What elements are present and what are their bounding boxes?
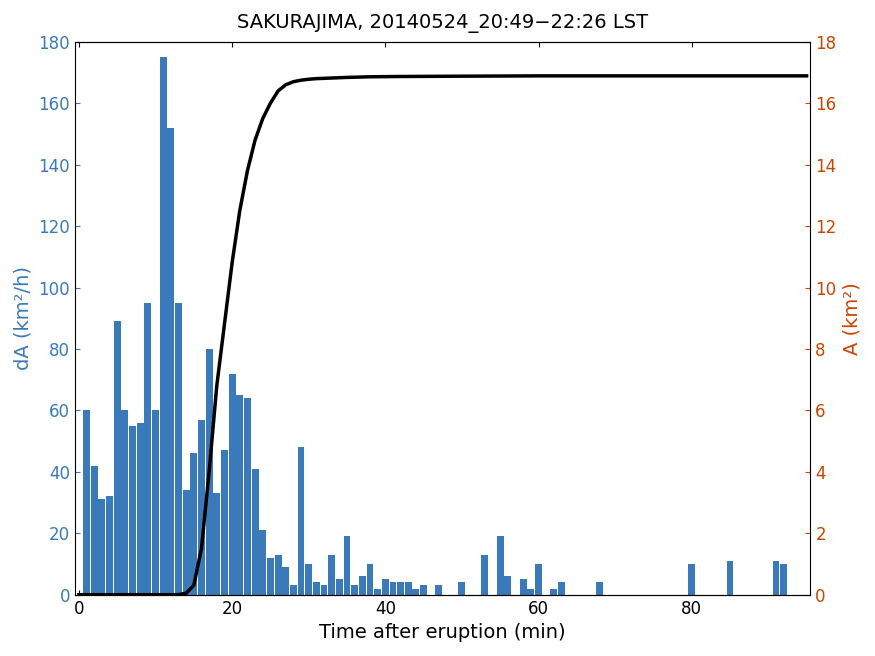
Bar	[344, 537, 351, 595]
Bar	[313, 583, 319, 595]
Bar	[221, 450, 228, 595]
Bar	[283, 567, 289, 595]
Bar	[83, 411, 90, 595]
Bar	[528, 588, 535, 595]
Bar	[367, 564, 374, 595]
Bar	[252, 469, 258, 595]
Bar	[114, 321, 121, 595]
Bar	[175, 303, 182, 595]
Bar	[91, 466, 98, 595]
Bar	[535, 564, 542, 595]
Bar	[244, 398, 251, 595]
Bar	[98, 499, 105, 595]
Bar	[351, 585, 358, 595]
Bar	[336, 579, 343, 595]
Bar	[458, 583, 466, 595]
Bar	[183, 490, 190, 595]
Bar	[236, 395, 243, 595]
Bar	[359, 576, 366, 595]
Bar	[206, 349, 213, 595]
Bar	[550, 588, 557, 595]
Bar	[160, 57, 166, 595]
Bar	[122, 411, 129, 595]
Bar	[405, 583, 412, 595]
Bar	[259, 530, 266, 595]
Bar	[320, 585, 327, 595]
Bar	[214, 493, 220, 595]
Bar	[520, 579, 527, 595]
Bar	[780, 564, 788, 595]
Bar	[374, 588, 382, 595]
Bar	[275, 555, 282, 595]
Bar	[382, 579, 388, 595]
Bar	[726, 561, 733, 595]
Bar	[267, 558, 274, 595]
Bar	[597, 583, 603, 595]
Bar	[389, 583, 396, 595]
Bar	[290, 585, 297, 595]
Bar	[558, 583, 565, 595]
Bar	[481, 555, 488, 595]
Bar	[106, 497, 113, 595]
Bar	[773, 561, 780, 595]
Title: SAKURAJIMA, 20140524_20:49−22:26 LST: SAKURAJIMA, 20140524_20:49−22:26 LST	[237, 14, 648, 33]
Bar	[397, 583, 404, 595]
Bar	[689, 564, 695, 595]
Bar	[298, 447, 304, 595]
Bar	[504, 576, 511, 595]
Bar	[228, 373, 235, 595]
Bar	[191, 453, 197, 595]
Bar	[420, 585, 427, 595]
Bar	[328, 555, 335, 595]
Bar	[305, 564, 312, 595]
Bar	[497, 537, 504, 595]
X-axis label: Time after eruption (min): Time after eruption (min)	[319, 623, 566, 642]
Y-axis label: A (km²): A (km²)	[842, 282, 861, 355]
Bar	[412, 588, 419, 595]
Bar	[129, 426, 136, 595]
Y-axis label: dA (km²/h): dA (km²/h)	[14, 266, 33, 370]
Bar	[436, 585, 443, 595]
Bar	[136, 422, 144, 595]
Bar	[152, 411, 159, 595]
Bar	[198, 420, 205, 595]
Bar	[144, 303, 151, 595]
Bar	[167, 128, 174, 595]
